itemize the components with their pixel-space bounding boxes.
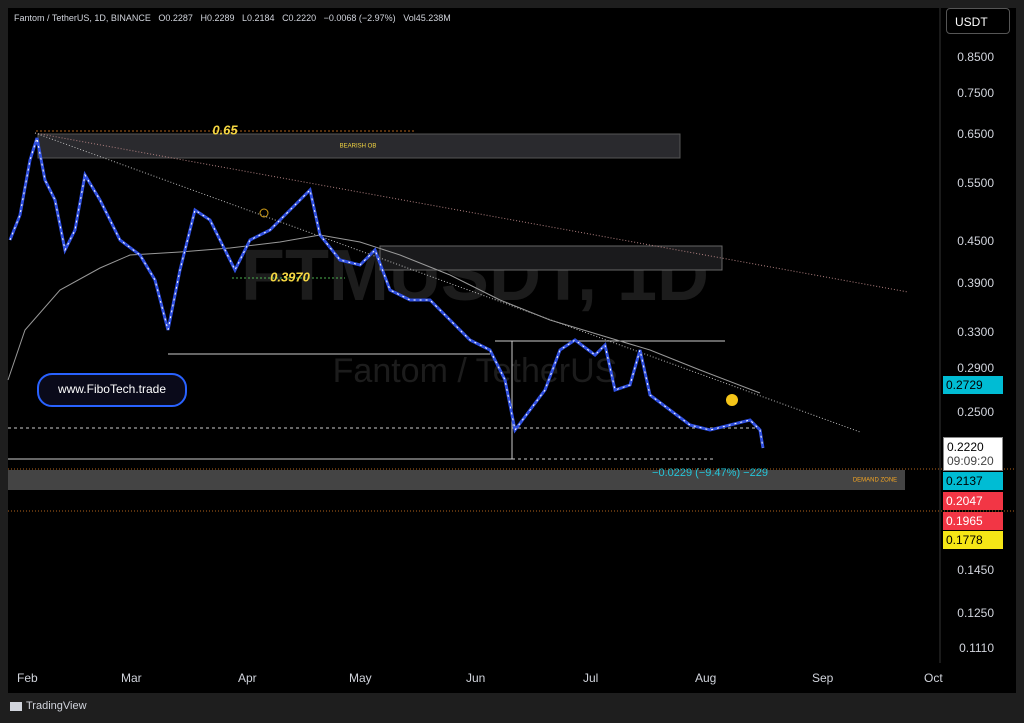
logo bbox=[10, 701, 22, 711]
price-tick: 0.4500 bbox=[957, 234, 994, 248]
open: O0.2287 bbox=[158, 13, 193, 23]
level-badge: 0.1778 bbox=[943, 531, 1003, 549]
level-badge: 0.2137 bbox=[943, 472, 1003, 490]
price-tick: 0.7500 bbox=[957, 86, 994, 100]
high: H0.2289 bbox=[200, 13, 235, 23]
website-box bbox=[37, 373, 187, 407]
demand-zone-label: DEMAND ZONE bbox=[853, 478, 897, 484]
price-tick: 0.1450 bbox=[957, 563, 994, 577]
time-tick: Mar bbox=[121, 671, 142, 685]
level-badge: 0.1965 bbox=[943, 512, 1003, 530]
last-price: 0.2220 bbox=[947, 440, 984, 454]
price-tick: 0.2500 bbox=[957, 405, 994, 419]
time-tick: Jul bbox=[583, 671, 599, 685]
level-label: 0.3970 bbox=[270, 269, 311, 284]
moving-average bbox=[7, 234, 761, 394]
last-price-badge: 0.2220 09:09:20 bbox=[943, 437, 1003, 471]
ma-badge: 0.2729 bbox=[943, 376, 1003, 394]
price-tick: 0.5500 bbox=[957, 176, 994, 190]
time-tick: Jun bbox=[466, 671, 486, 685]
price-tick: 0.1250 bbox=[957, 606, 994, 620]
trendline bbox=[34, 132, 909, 293]
price-tick: 0.3900 bbox=[957, 276, 994, 290]
watermark-name: Fantom / TetherUS bbox=[333, 352, 618, 390]
time-tick: Oct bbox=[924, 671, 943, 685]
price-tick: 0.8500 bbox=[957, 50, 994, 64]
time-tick: May bbox=[349, 671, 372, 685]
trendline bbox=[34, 132, 861, 433]
fib-label: 0.65 bbox=[212, 122, 238, 137]
time-tick: Feb bbox=[17, 671, 38, 685]
footer: TradingView bbox=[10, 700, 87, 712]
footer-brand[interactable]: TradingView bbox=[26, 700, 87, 712]
price-candles bbox=[9, 137, 764, 449]
marker bbox=[259, 208, 269, 218]
price-tick: 0.2900 bbox=[957, 361, 994, 375]
time-tick: Apr bbox=[238, 671, 257, 685]
price-tick: 0.1110 bbox=[959, 641, 994, 655]
price-tick: 0.3300 bbox=[957, 325, 994, 339]
ob-zone bbox=[379, 245, 723, 271]
volume: Vol45.238M bbox=[403, 13, 451, 23]
bearish-ob-zone bbox=[37, 133, 681, 159]
pointer-icon bbox=[726, 394, 738, 406]
symbol-header: Fantom / TetherUS, 1D, BINANCE O0.2287 H… bbox=[14, 13, 456, 23]
countdown: 09:09:20 bbox=[947, 454, 994, 468]
demand-zone bbox=[8, 470, 905, 490]
measure-label: −0.0229 (−9.47%) −229 bbox=[652, 467, 768, 479]
time-tick: Sep bbox=[812, 671, 834, 685]
currency-button[interactable]: USDT bbox=[946, 8, 1010, 34]
level-badge: 0.2047 bbox=[943, 492, 1003, 510]
bearish-ob-label: BEARISH OB bbox=[340, 144, 377, 150]
symbol: Fantom / TetherUS, 1D, BINANCE bbox=[14, 13, 151, 23]
website-label[interactable]: www.FiboTech.trade bbox=[57, 382, 166, 396]
low: L0.2184 bbox=[242, 13, 275, 23]
change: −0.0068 (−2.97%) bbox=[323, 13, 396, 23]
time-tick: Aug bbox=[695, 671, 717, 685]
price-tick: 0.6500 bbox=[957, 127, 994, 141]
close: C0.2220 bbox=[282, 13, 317, 23]
